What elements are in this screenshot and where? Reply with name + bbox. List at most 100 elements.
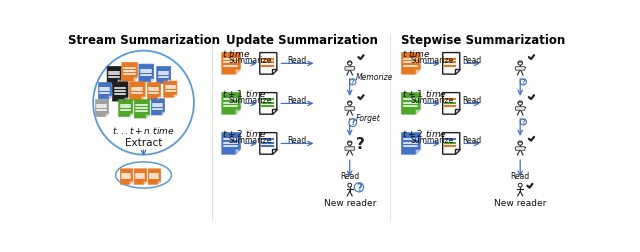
Polygon shape xyxy=(167,79,171,83)
Text: Forget: Forget xyxy=(356,113,381,122)
Polygon shape xyxy=(120,169,132,184)
Text: Summarize: Summarize xyxy=(229,136,272,145)
Polygon shape xyxy=(113,82,128,101)
Text: ?: ? xyxy=(356,138,365,152)
Text: Read: Read xyxy=(287,56,307,65)
Polygon shape xyxy=(236,149,241,154)
Polygon shape xyxy=(222,93,241,114)
Polygon shape xyxy=(443,53,460,74)
Polygon shape xyxy=(117,79,121,83)
Polygon shape xyxy=(272,149,277,154)
Text: Summarize: Summarize xyxy=(229,56,272,65)
Polygon shape xyxy=(143,181,147,184)
Polygon shape xyxy=(402,93,420,114)
Polygon shape xyxy=(134,169,147,184)
Polygon shape xyxy=(95,100,109,116)
Text: Summarize: Summarize xyxy=(410,96,454,105)
Polygon shape xyxy=(105,113,109,116)
Circle shape xyxy=(348,61,352,65)
Text: Read: Read xyxy=(287,96,307,105)
Circle shape xyxy=(355,183,364,192)
Circle shape xyxy=(349,79,356,85)
Polygon shape xyxy=(164,81,177,97)
Polygon shape xyxy=(415,109,420,114)
Polygon shape xyxy=(415,149,420,154)
Polygon shape xyxy=(173,93,177,97)
FancyBboxPatch shape xyxy=(515,107,525,110)
Polygon shape xyxy=(455,149,460,154)
Text: Memorize: Memorize xyxy=(356,74,393,82)
Text: Extract: Extract xyxy=(125,138,162,148)
Circle shape xyxy=(518,141,522,145)
Text: Update Summarization: Update Summarization xyxy=(227,34,378,47)
Text: Read: Read xyxy=(463,96,482,105)
Polygon shape xyxy=(133,77,138,81)
FancyBboxPatch shape xyxy=(345,67,355,70)
Text: New reader: New reader xyxy=(494,199,547,208)
Polygon shape xyxy=(260,133,277,154)
Polygon shape xyxy=(107,67,121,83)
Text: Read: Read xyxy=(511,172,530,181)
Polygon shape xyxy=(139,64,154,82)
Polygon shape xyxy=(260,93,277,114)
FancyBboxPatch shape xyxy=(515,67,525,70)
Polygon shape xyxy=(157,181,161,184)
Text: $t + 2$ time: $t + 2$ time xyxy=(402,128,447,139)
Polygon shape xyxy=(443,133,460,154)
Circle shape xyxy=(348,183,351,187)
Polygon shape xyxy=(415,69,420,74)
Text: Stepwise Summarization: Stepwise Summarization xyxy=(401,34,565,47)
Polygon shape xyxy=(222,133,241,154)
Text: Read: Read xyxy=(287,136,307,145)
Circle shape xyxy=(518,61,522,65)
Text: Stream Summarization: Stream Summarization xyxy=(68,34,220,47)
Polygon shape xyxy=(150,78,154,82)
Polygon shape xyxy=(129,113,132,116)
Circle shape xyxy=(349,119,356,127)
Polygon shape xyxy=(119,100,132,116)
Polygon shape xyxy=(124,97,128,101)
Polygon shape xyxy=(272,109,277,114)
Text: ?: ? xyxy=(522,119,525,125)
Text: $t$ time: $t$ time xyxy=(222,48,250,59)
Text: $t$ time: $t$ time xyxy=(402,48,430,59)
Text: ?: ? xyxy=(356,182,362,193)
Polygon shape xyxy=(141,96,145,100)
Polygon shape xyxy=(443,93,460,114)
Polygon shape xyxy=(122,62,138,81)
Circle shape xyxy=(520,79,527,85)
Polygon shape xyxy=(272,69,277,74)
FancyBboxPatch shape xyxy=(515,147,525,150)
Polygon shape xyxy=(402,133,420,154)
Polygon shape xyxy=(148,169,161,184)
Polygon shape xyxy=(134,100,150,118)
Polygon shape xyxy=(99,83,112,99)
Text: $t...t + n$ time: $t...t + n$ time xyxy=(113,125,175,136)
Polygon shape xyxy=(236,69,241,74)
Text: ?: ? xyxy=(351,79,355,85)
Polygon shape xyxy=(236,109,241,114)
Text: $t + 2$ time: $t + 2$ time xyxy=(222,128,267,139)
Polygon shape xyxy=(157,67,171,83)
Polygon shape xyxy=(455,109,460,114)
Polygon shape xyxy=(129,82,145,100)
Polygon shape xyxy=(108,95,112,99)
Polygon shape xyxy=(161,111,164,115)
Polygon shape xyxy=(145,114,150,118)
FancyBboxPatch shape xyxy=(345,107,355,110)
FancyBboxPatch shape xyxy=(345,147,355,150)
Text: Read: Read xyxy=(463,136,482,145)
Text: New reader: New reader xyxy=(323,199,376,208)
Circle shape xyxy=(518,183,522,187)
Text: ?: ? xyxy=(522,79,525,85)
Circle shape xyxy=(518,101,522,105)
Polygon shape xyxy=(151,99,164,115)
Text: Read: Read xyxy=(463,56,482,65)
Polygon shape xyxy=(455,69,460,74)
Text: Read: Read xyxy=(340,172,359,181)
Polygon shape xyxy=(147,83,161,100)
Text: Summarize: Summarize xyxy=(410,136,454,145)
Polygon shape xyxy=(222,53,241,74)
Polygon shape xyxy=(402,53,420,74)
Text: $t + 1$ time: $t + 1$ time xyxy=(222,88,267,99)
